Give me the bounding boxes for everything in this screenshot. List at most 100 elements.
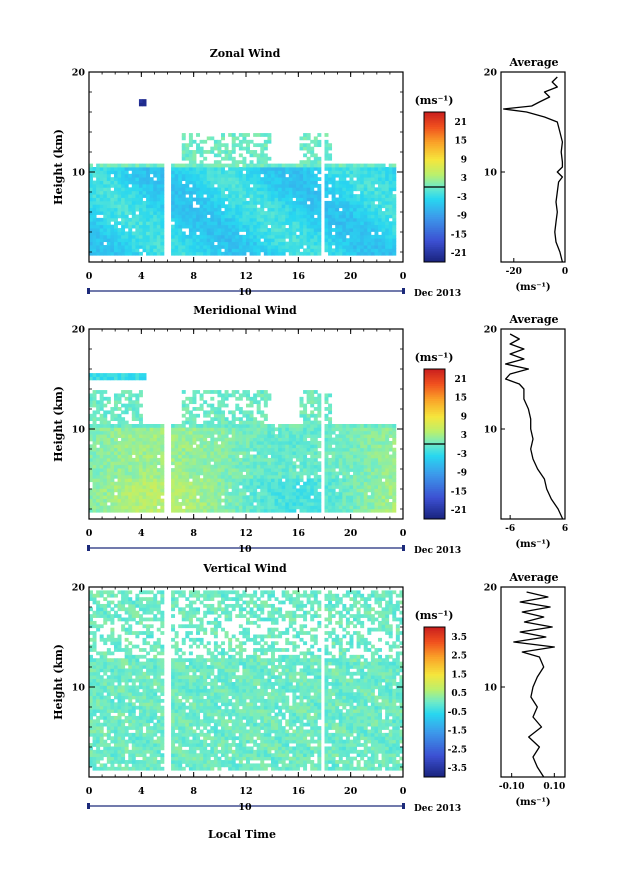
heatmap-cell	[345, 464, 350, 469]
heatmap-cell	[106, 495, 111, 500]
heatmap-cell	[235, 461, 240, 466]
heatmap-cell	[149, 451, 154, 455]
heatmap-cell	[253, 248, 258, 253]
heatmap-cell	[388, 211, 393, 215]
heatmap-cell	[228, 238, 233, 243]
heatmap-cell	[138, 197, 143, 202]
heatmap-cell	[392, 471, 397, 476]
heatmap-cell	[328, 217, 333, 222]
heatmap-cell	[374, 454, 379, 459]
heatmap-cell	[310, 139, 315, 144]
heatmap-cell	[317, 400, 322, 405]
heatmap-cell	[370, 491, 375, 496]
heatmap-cell	[288, 221, 293, 226]
heatmap-cell	[128, 248, 133, 253]
heatmap-cell	[206, 485, 211, 489]
heatmap-cell	[110, 508, 115, 513]
heatmap-cell	[142, 194, 147, 198]
heatmap-cell	[199, 251, 204, 256]
heatmap-cell	[138, 491, 143, 496]
heatmap-cell	[246, 217, 250, 222]
heatmap-cell	[267, 430, 272, 435]
heatmap-cell	[285, 200, 290, 205]
heatmap-cell	[313, 177, 318, 181]
heatmap-cell	[160, 444, 165, 449]
heatmap-cell	[367, 437, 372, 442]
heatmap-cell	[153, 245, 158, 249]
heatmap-cell	[149, 430, 154, 435]
heatmap-cell	[188, 217, 193, 222]
heatmap-cell	[174, 167, 179, 171]
heatmap-cell	[360, 464, 365, 469]
heatmap-cell	[381, 447, 386, 452]
heatmap-cell	[260, 410, 265, 415]
heatmap-cell	[270, 478, 275, 483]
heatmap-cell	[146, 444, 151, 449]
heatmap-cell	[149, 502, 154, 506]
heatmap-cell	[324, 180, 329, 185]
heatmap-cell	[342, 234, 347, 239]
colorbar-band	[424, 243, 445, 246]
heatmap-cell	[210, 491, 215, 496]
heatmap-cell	[278, 505, 283, 510]
heatmap-cell	[131, 187, 136, 192]
heatmap-cell	[345, 488, 350, 493]
heatmap-cell	[110, 163, 115, 168]
heatmap-cell	[128, 478, 133, 483]
heatmap-cell	[192, 396, 197, 401]
heatmap-cell	[106, 468, 111, 472]
heatmap-cell	[206, 163, 211, 168]
heatmap-cell	[231, 454, 236, 459]
heatmap-cell	[378, 474, 382, 479]
heatmap-cell	[138, 471, 143, 476]
heatmap-cell	[135, 498, 140, 503]
heatmap-cell	[360, 474, 365, 479]
heatmap-cell	[217, 221, 222, 226]
heatmap-cell	[246, 228, 250, 232]
heatmap-cell	[106, 187, 111, 192]
heatmap-cell	[256, 440, 261, 445]
heatmap-cell	[381, 481, 386, 486]
heatmap-cell	[274, 173, 279, 178]
heatmap-cell	[199, 238, 204, 243]
heatmap-cell	[121, 190, 126, 195]
heatmap-cell	[117, 393, 122, 398]
heatmap-cell	[328, 234, 333, 239]
heatmap-cell	[185, 180, 190, 185]
heatmap-cell	[213, 234, 218, 239]
heatmap-cell	[392, 245, 397, 249]
heatmap-cell	[299, 495, 304, 500]
heatmap-cell	[356, 498, 361, 503]
heatmap-cell	[110, 468, 115, 472]
heatmap-cell	[174, 234, 179, 239]
heatmap-cell	[306, 248, 311, 253]
heatmap-cell	[260, 217, 265, 222]
heatmap-cell	[199, 194, 204, 198]
heatmap-cell	[310, 464, 315, 469]
heatmap-cell	[221, 204, 225, 209]
heatmap-cell	[185, 505, 190, 510]
heatmap-cell	[299, 224, 304, 229]
heatmap-cell	[128, 180, 133, 185]
heatmap-cell	[231, 183, 236, 188]
heatmap-cell	[253, 200, 258, 205]
heatmap-cell	[128, 393, 133, 398]
heatmap-cell	[263, 457, 268, 462]
heatmap-cell	[110, 248, 115, 253]
heatmap-cell	[131, 437, 136, 442]
heatmap-cell	[185, 478, 190, 483]
heatmap-cell	[260, 444, 265, 449]
heatmap-cell	[335, 228, 340, 232]
heatmap-cell	[285, 447, 290, 452]
heatmap-cell	[253, 417, 258, 421]
heatmap-cell	[335, 167, 340, 171]
heatmap-cell	[303, 200, 308, 205]
heatmap-cell	[303, 170, 308, 175]
heatmap-cell	[292, 238, 297, 243]
heatmap-cell	[392, 231, 397, 236]
heatmap-cell	[328, 221, 333, 226]
heatmap-cell	[256, 170, 261, 175]
heatmap-cell	[370, 447, 375, 452]
heatmap-cell	[203, 163, 208, 168]
heatmap-cell	[199, 447, 204, 452]
